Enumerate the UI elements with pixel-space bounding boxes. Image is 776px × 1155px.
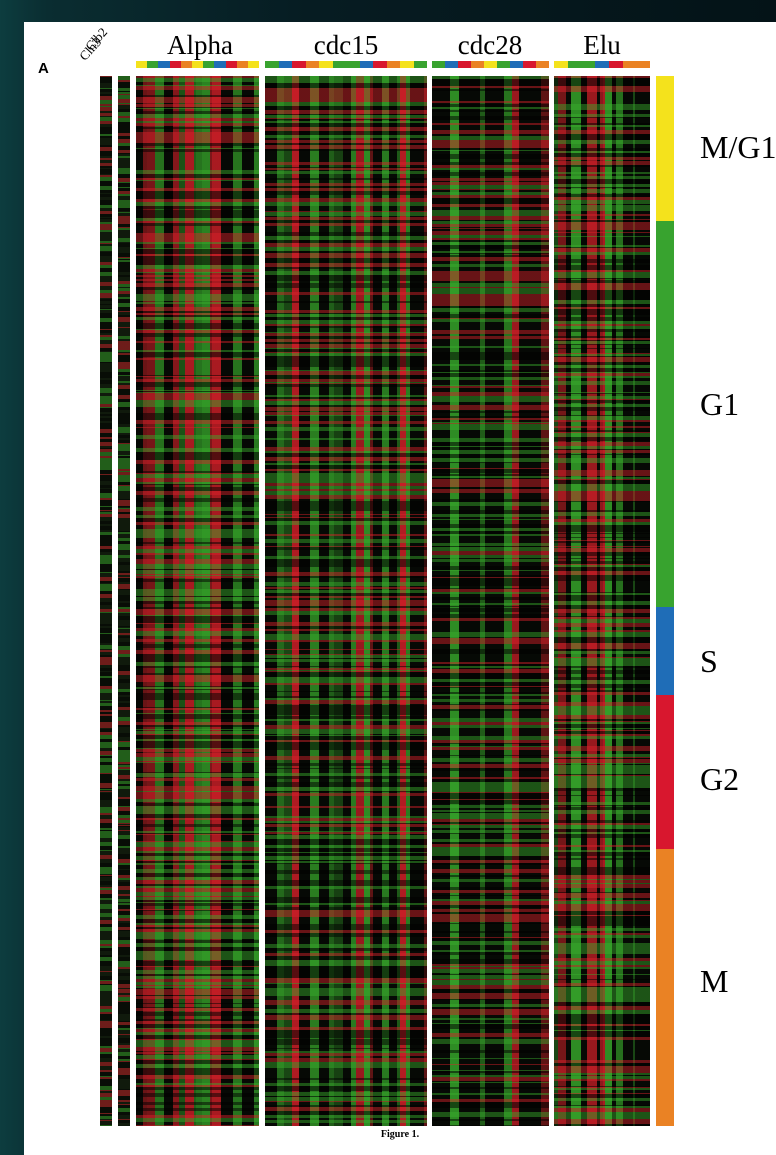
experiment-title-elu: Elu bbox=[583, 30, 621, 60]
figure-page: A Clb2 Cln3 Alpha cdc15 cdc28 Elu M/G1 G… bbox=[24, 22, 776, 1155]
heatmap-column-clb2 bbox=[100, 76, 112, 1126]
phase-bar-g1 bbox=[656, 221, 674, 607]
phase-label-m-g1: M/G1 bbox=[700, 129, 776, 165]
experiment-title-alpha: Alpha bbox=[167, 30, 233, 60]
phase-strip-alpha bbox=[136, 61, 260, 68]
panel-letter: A bbox=[38, 60, 49, 77]
figure-caption: Figure 1. bbox=[380, 1129, 420, 1140]
experiment-title-cdc15: cdc15 bbox=[313, 30, 379, 60]
phase-label-m: M bbox=[700, 963, 729, 999]
heatmap-column-cln3 bbox=[118, 76, 130, 1126]
phase-label-g1: G1 bbox=[700, 386, 740, 422]
phase-label-s: S bbox=[700, 643, 718, 679]
phase-bar-m-g1 bbox=[656, 76, 674, 221]
experiment-title-cdc28: cdc28 bbox=[457, 30, 523, 60]
phase-label-g2: G2 bbox=[700, 761, 740, 797]
phase-strip-cdc28 bbox=[432, 61, 549, 68]
heatmap-cdc15 bbox=[265, 76, 427, 1126]
heatmap-alpha bbox=[136, 76, 259, 1126]
phase-bar-s bbox=[656, 607, 674, 695]
phase-strip-elu bbox=[554, 61, 651, 68]
phase-bar-m bbox=[656, 849, 674, 1126]
phase-strip-cdc15 bbox=[265, 61, 427, 68]
heatmap-cdc28 bbox=[432, 76, 549, 1126]
phase-bar-g2 bbox=[656, 695, 674, 849]
heatmap-elu bbox=[554, 76, 650, 1126]
